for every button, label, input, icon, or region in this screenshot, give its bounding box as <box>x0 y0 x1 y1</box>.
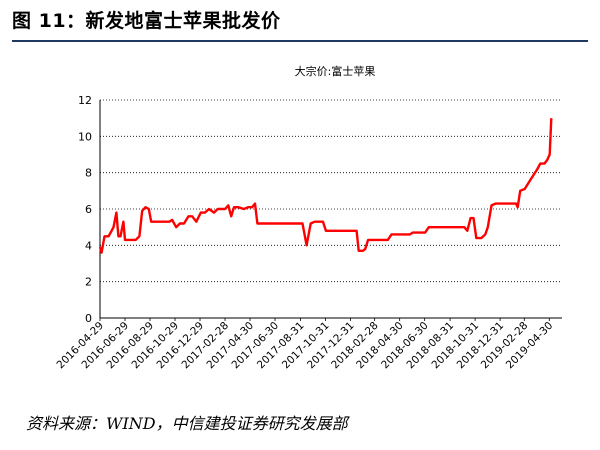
axes <box>99 100 562 321</box>
y-tick-label: 10 <box>78 130 92 143</box>
figure-title: 图 11：新发地富士苹果批发价 <box>12 10 281 32</box>
y-tick-labels: 0 2 4 6 8 10 12 <box>78 94 92 325</box>
y-tick-label: 0 <box>85 312 92 325</box>
y-tick-label: 6 <box>85 203 92 216</box>
y-tick-label: 2 <box>85 276 92 289</box>
series-line <box>98 118 553 254</box>
x-tick-labels: 2016-04-292016-06-292016-08-292016-10-29… <box>54 320 555 372</box>
y-tick-label: 8 <box>85 167 92 180</box>
y-tick-label: 4 <box>85 239 92 252</box>
line-chart: 大宗价:富士苹果 0 2 4 6 8 10 12 2016-04-292016-06-292… <box>54 64 562 372</box>
gridlines <box>100 99 562 283</box>
source-note: 资料来源：WIND，中信建投证券研究发展部 <box>26 414 348 433</box>
series-layer <box>98 118 553 254</box>
chart-title: 大宗价:富士苹果 <box>295 64 376 78</box>
title-rule <box>12 40 588 42</box>
y-tick-label: 12 <box>78 94 92 107</box>
